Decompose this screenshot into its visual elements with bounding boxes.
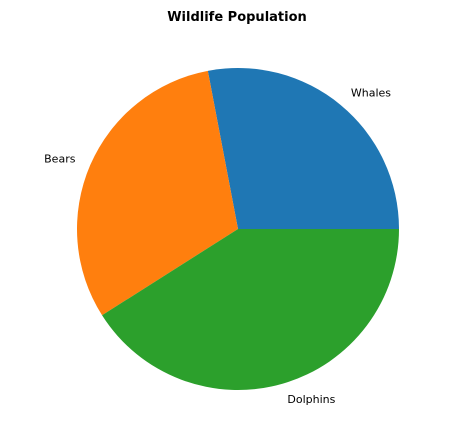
slice-label-bears: Bears (44, 153, 76, 166)
pie-slice-bears (76, 70, 239, 316)
pie-labels: Whales Bears Dolphins (44, 87, 391, 407)
slice-label-dolphins: Dolphins (287, 393, 335, 406)
pie-slices (76, 68, 399, 391)
pie-slice-dolphins (102, 229, 399, 391)
pie-slice-whales (207, 68, 399, 229)
chart-title: Wildlife Population (167, 10, 307, 25)
slice-label-whales: Whales (351, 87, 391, 100)
